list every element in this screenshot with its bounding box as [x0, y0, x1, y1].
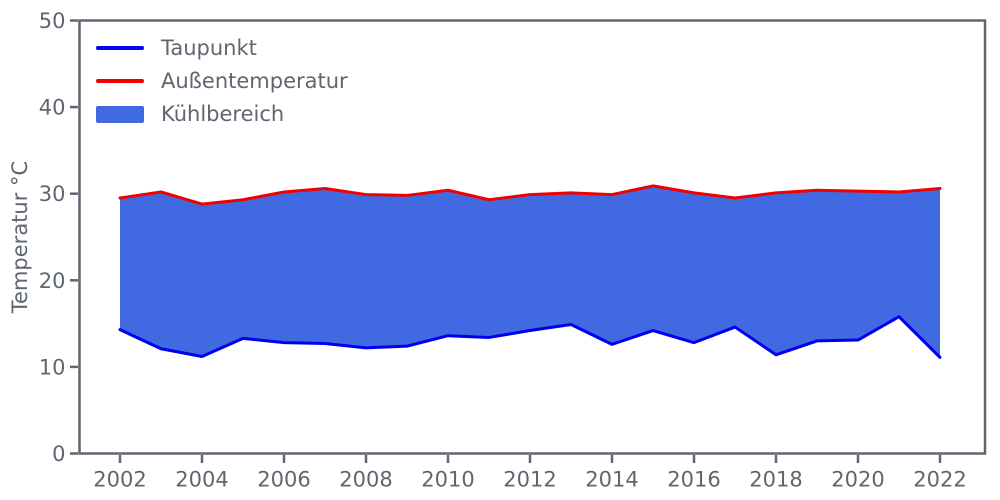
y-axis-label: Temperatur °C [8, 161, 32, 314]
aussentemperatur-line-swatch-icon [96, 68, 144, 94]
x-tick-label: 2016 [667, 468, 720, 492]
chart-legend: Taupunkt Außentemperatur Kühlbereich [96, 35, 348, 127]
x-tick-label: 2020 [831, 468, 884, 492]
taupunkt-line-swatch-icon [96, 35, 144, 61]
x-tick-label: 2010 [421, 468, 474, 492]
x-tick-label: 2002 [93, 468, 146, 492]
taupunkt-line [118, 315, 942, 359]
y-tick-label: 10 [39, 355, 66, 379]
y-tick-label: 20 [39, 269, 66, 293]
x-tick-label: 2004 [175, 468, 228, 492]
y-tick-label: 30 [39, 182, 66, 206]
x-tick-label: 2008 [339, 468, 392, 492]
x-tick-label: 2014 [585, 468, 638, 492]
y-tick-label: 40 [39, 96, 66, 120]
legend-label-taupunkt: Taupunkt [161, 36, 257, 60]
legend-item-aussentemperatur: Außentemperatur [96, 68, 348, 94]
kuehlbereich-area [120, 185, 940, 358]
x-tick-label: 2018 [749, 468, 802, 492]
legend-item-taupunkt: Taupunkt [96, 35, 348, 61]
aussentemperatur-line [118, 184, 942, 206]
x-tick-label: 2006 [257, 468, 310, 492]
legend-label-kuehlbereich: Kühlbereich [161, 102, 285, 126]
kuehlbereich-patch-swatch-icon [96, 101, 144, 127]
y-tick-label: 50 [39, 9, 66, 33]
legend-label-aussentemperatur: Außentemperatur [161, 69, 348, 93]
legend-item-kuehlbereich: Kühlbereich [96, 101, 348, 127]
plot-spines [78, 19, 987, 455]
y-tick-label: 0 [52, 442, 65, 466]
x-tick-label: 2022 [913, 468, 966, 492]
x-tick-label: 2012 [503, 468, 556, 492]
